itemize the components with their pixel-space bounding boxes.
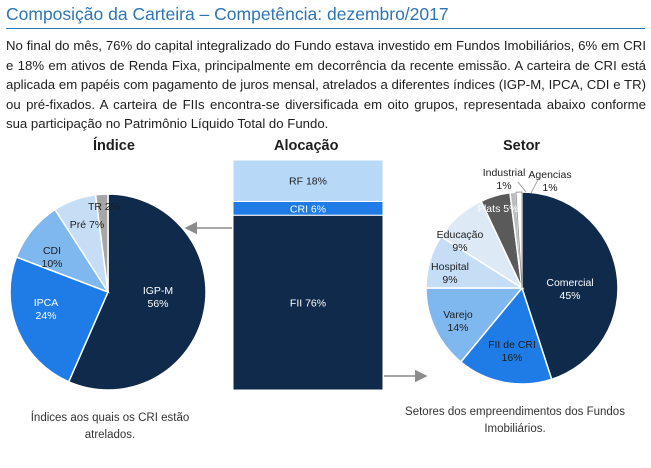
pie-label-hospital-line: Hospital <box>431 261 469 273</box>
pie-label-hospital-line: 9% <box>442 274 457 286</box>
pie-label-varejo-line: Varejo <box>443 309 473 321</box>
pie-label-ipca-line: IPCA <box>34 297 59 309</box>
bar-label-fii: FII 76% <box>290 298 326 310</box>
pie-label-industrial: Industrial 1% <box>483 167 526 192</box>
pie-label-fii-de-cri: FII de CRI 16% <box>488 339 536 364</box>
pie-slice-igp-m <box>67 193 207 391</box>
pie-label-tr: TR 2% <box>88 201 120 213</box>
pie-label-cdi-line: CDI <box>43 245 61 257</box>
bar-segment-rf <box>232 159 384 202</box>
pie-slice-fii-de-cri <box>459 286 553 385</box>
intro-paragraph: No final do mês, 76% do capital integral… <box>6 38 646 132</box>
indice-chart-title: Índice <box>93 138 135 154</box>
pie-slice-agencias <box>515 191 523 289</box>
pie-label-hospital: Hospital 9% <box>431 261 469 286</box>
pie-label-fii-de-cri-line: 16% <box>501 352 522 364</box>
alocacao-chart-title: Alocação <box>274 138 339 154</box>
pie-label-cdi-line: 10% <box>41 258 62 270</box>
pie-label-ipca: IPCA 24% <box>34 297 59 322</box>
pie-slice-ipca <box>9 256 110 383</box>
pie-label-flats: Flats 5% <box>478 203 519 215</box>
pie-label-igp-m-line: 56% <box>147 298 168 310</box>
pie-label-agencias: Agencias 1% <box>528 169 571 194</box>
pie-label-pre: Pré 7% <box>70 219 104 231</box>
pie-slice-varejo <box>425 287 524 364</box>
pie-label-comercial: Comercial 45% <box>546 277 593 302</box>
bar-label-rf: RF 18% <box>289 176 327 188</box>
pie-label-tr-line: TR 2% <box>88 201 120 213</box>
pie-label-igp-m-line: IGP-M <box>143 285 173 297</box>
pie-label-educacao-line: Educação <box>437 229 484 241</box>
pie-label-varejo-line: 14% <box>447 322 468 334</box>
pie-label-educacao: Educação 9% <box>437 229 484 254</box>
pie-label-flats-line: Flats 5% <box>478 203 519 215</box>
pie-slice-comercial <box>521 191 619 381</box>
pie-label-ipca-line: 24% <box>35 310 56 322</box>
pie-label-igp-m: IGP-M 56% <box>143 285 173 310</box>
setor-caption: Setores dos empreendimentos dos Fundos I… <box>405 406 625 435</box>
pie-label-industrial-line: Industrial <box>483 167 526 179</box>
pie-label-industrial-line: 1% <box>496 180 511 192</box>
pie-label-cdi: CDI 10% <box>41 245 62 270</box>
pie-label-educacao-line: 9% <box>452 242 467 254</box>
pie-label-agencias-line: 1% <box>542 182 557 194</box>
leader-line-industrial <box>517 181 527 193</box>
leader-line-agencias <box>530 175 541 194</box>
pie-label-varejo: Varejo 14% <box>443 309 473 334</box>
setor-pie: Comercial 45% FII de CRI 16% Varejo 14% Hospit… <box>425 167 619 385</box>
pie-label-comercial-line: Comercial <box>546 277 593 289</box>
indice-caption: Índices aos quais os CRI estão atrelados… <box>30 412 190 441</box>
page-title: Composição da Carteira – Competência: de… <box>6 2 645 29</box>
pie-slice-tr <box>94 193 109 293</box>
pie-label-comercial-line: 45% <box>559 290 580 302</box>
indice-pie: IGP-M 56% IPCA 24% CDI 10% Pré 7% TR 2% <box>9 193 207 391</box>
alocacao-stacked-bar: FII 76% CRI 6% RF 18% <box>232 159 384 391</box>
pie-label-fii-de-cri-line: FII de CRI <box>488 339 536 351</box>
pie-label-pre-line: Pré 7% <box>70 219 104 231</box>
bar-label-cri: CRI 6% <box>290 203 326 215</box>
bar-segment-fii <box>232 214 384 391</box>
pie-label-agencias-line: Agencias <box>528 169 571 181</box>
setor-chart-title: Setor <box>503 138 541 154</box>
